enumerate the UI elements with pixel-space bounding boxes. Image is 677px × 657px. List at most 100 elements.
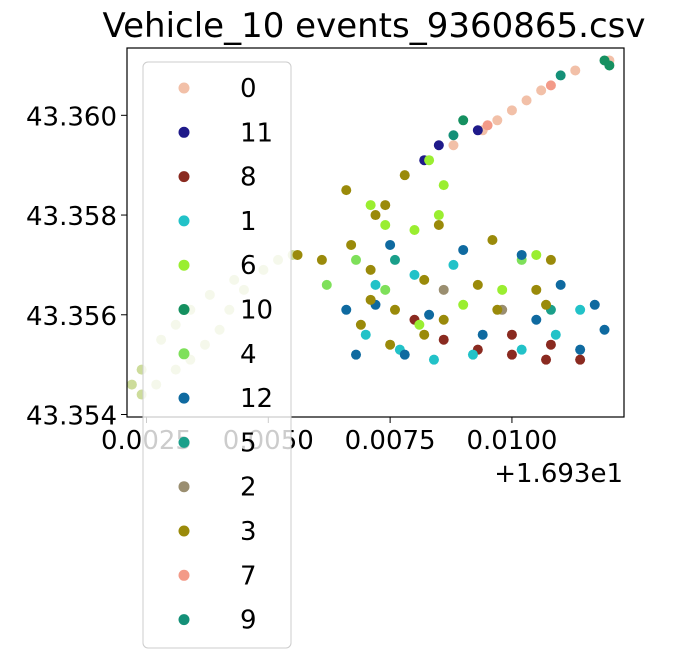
x-axis-offset-label: +1.693e1 [494,459,623,489]
data-point-series-1 [370,279,381,290]
data-point-series-3 [346,239,357,250]
legend-label: 2 [240,473,257,503]
data-point-series-11 [472,125,483,136]
legend-marker [178,436,190,448]
y-tick-label: 43.360 [26,102,117,132]
data-point-series-12 [555,279,566,290]
data-point-series-5 [389,254,400,265]
legend-label: 11 [240,118,273,148]
data-point-series-10 [604,60,615,71]
data-point-series-4 [351,254,362,265]
data-point-series-6 [497,284,508,295]
legend-marker [178,348,190,360]
data-point-series-4 [380,284,391,295]
data-point-series-12 [399,349,410,360]
data-point-series-2 [438,284,449,295]
data-point-series-6 [531,249,542,260]
data-point-series-3 [316,254,327,265]
legend-marker [178,525,190,537]
legend-label: 5 [240,428,257,458]
legend-marker [178,126,190,138]
data-point-series-6 [380,220,391,231]
data-point-series-0 [448,140,459,151]
legend-marker [178,259,190,271]
legend-marker [178,481,190,493]
data-point-series-3 [355,319,366,330]
data-point-series-12 [351,349,362,360]
data-point-series-1 [360,329,371,340]
y-axis: 43.354 43.356 43.358 43.360 [26,102,127,432]
data-point-series-4 [321,279,332,290]
data-point-series-8 [438,334,449,345]
data-point-series-3 [399,170,410,181]
data-point-series-9 [448,130,459,141]
y-tick-label: 43.356 [26,302,117,332]
chart-title: Vehicle_10 events_9360865.csv [103,6,646,46]
data-point-series-3 [370,210,381,221]
trail-point [126,379,137,390]
data-point-series-11 [433,140,444,151]
legend-label: 3 [240,517,257,547]
data-point-series-3 [419,329,430,340]
data-point-series-7 [545,80,556,91]
data-points-layer [292,55,615,365]
data-point-series-12 [599,324,610,335]
data-point-series-12 [531,314,542,325]
legend-marker [178,215,190,227]
data-point-series-3 [531,284,542,295]
data-point-series-3 [487,234,498,245]
plot-frame [126,47,625,418]
legend-marker [178,614,190,626]
legend-label: 1 [240,207,257,237]
data-point-series-12 [477,329,488,340]
data-point-series-6 [424,155,435,166]
data-point-series-10 [458,115,469,126]
data-point-series-8 [506,329,517,340]
data-point-series-1 [448,259,459,270]
legend-marker [178,392,190,404]
data-point-series-3 [438,314,449,325]
data-point-series-8 [545,339,556,350]
legend-label: 0 [240,74,257,104]
data-point-series-12 [589,299,600,310]
legend-marker [178,304,190,315]
data-point-series-0 [536,85,547,96]
data-point-series-3 [380,200,391,211]
legend-label: 12 [240,384,273,414]
data-point-series-3 [341,185,352,196]
data-point-series-6 [433,210,444,221]
data-point-series-12 [385,239,396,250]
data-point-series-3 [292,249,303,260]
data-point-series-6 [365,200,376,211]
data-point-series-1 [467,349,478,360]
data-point-series-7 [482,120,493,131]
data-point-series-3 [419,274,430,285]
y-tick-label: 43.358 [26,202,117,232]
data-point-series-3 [492,304,503,315]
data-point-series-6 [438,180,449,191]
data-point-series-12 [516,249,527,260]
data-point-series-1 [516,344,527,355]
data-point-series-1 [409,269,420,280]
x-tick-label: 0.0100 [466,426,557,456]
data-point-series-8 [541,354,552,365]
data-point-series-3 [365,264,376,275]
data-point-series-12 [575,344,586,355]
legend-marker [178,569,190,581]
data-point-series-8 [506,349,517,360]
data-point-series-3 [433,220,444,231]
data-point-series-3 [541,299,552,310]
data-point-series-12 [424,309,435,320]
data-point-series-12 [458,244,469,255]
legend-marker [178,171,190,183]
data-point-series-0 [492,115,503,126]
data-point-series-1 [550,329,561,340]
data-point-series-3 [385,339,396,350]
data-point-series-12 [341,304,352,315]
data-point-series-3 [545,254,556,265]
data-point-series-8 [575,354,586,365]
data-point-series-3 [389,304,400,315]
